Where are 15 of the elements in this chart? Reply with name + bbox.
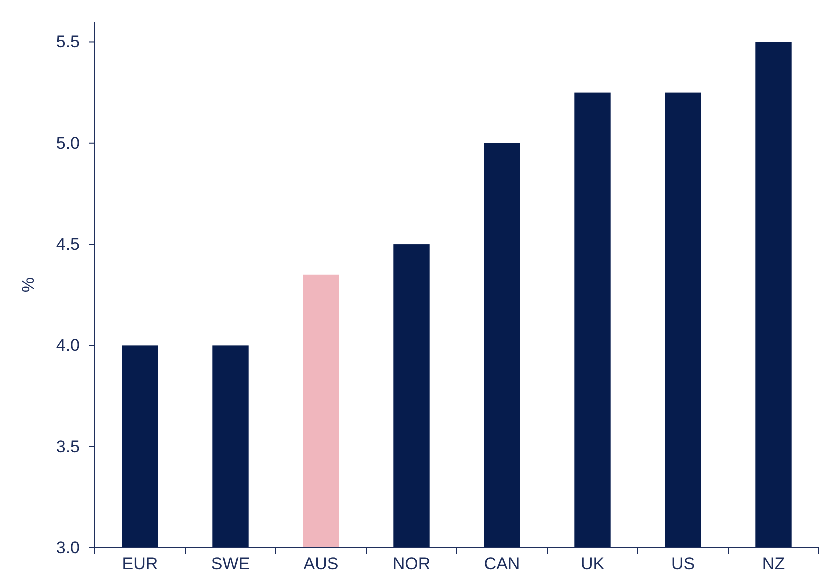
x-tick-label: EUR <box>122 554 158 574</box>
x-tick-label: US <box>671 554 696 574</box>
y-tick-label: 5.0 <box>56 134 80 153</box>
x-tick-label: NZ <box>762 554 786 574</box>
x-tick-label: UK <box>580 554 606 574</box>
x-tick-label: CAN <box>484 554 520 574</box>
y-tick-label: 4.0 <box>56 336 80 356</box>
y-axis-title: % <box>19 277 38 293</box>
x-tick-label: AUS <box>304 554 339 574</box>
y-tick-label: 3.0 <box>56 538 80 558</box>
y-tick-label: 4.5 <box>56 234 80 254</box>
x-tick-label: SWE <box>211 554 250 574</box>
y-tick-label: 3.5 <box>56 437 80 456</box>
x-tick-label: NOR <box>392 554 431 574</box>
y-tick-label: 5.5 <box>56 32 80 52</box>
